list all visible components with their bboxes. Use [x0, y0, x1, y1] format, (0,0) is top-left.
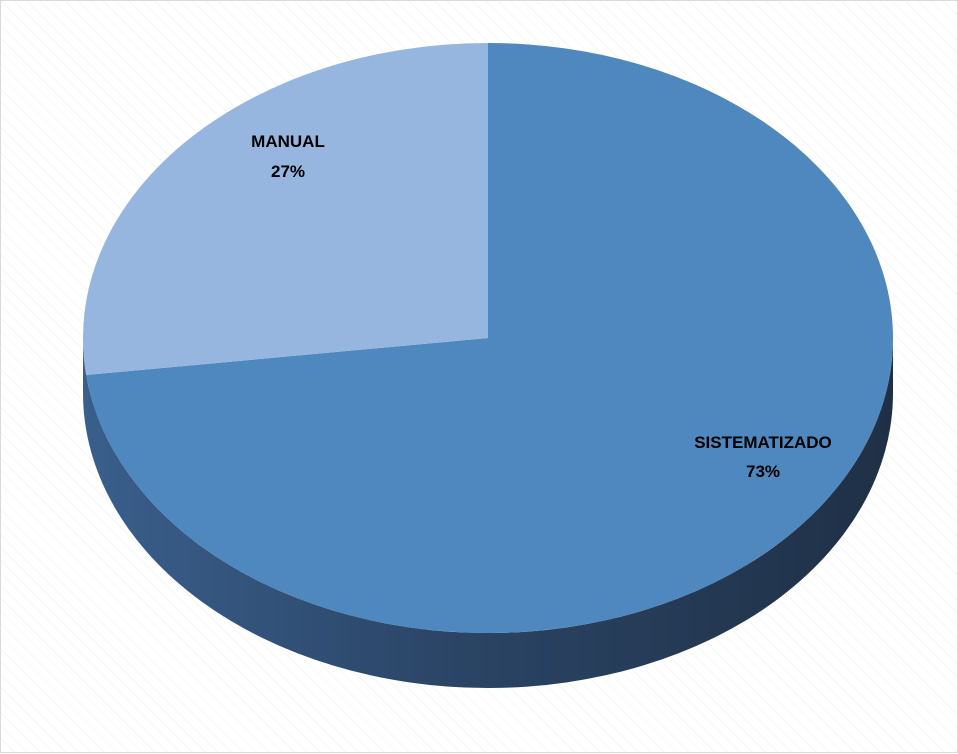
pie-depth [83, 338, 893, 688]
pie-slice-sistematizado [86, 43, 893, 633]
slice-label-manual-percent: 27% [271, 162, 305, 181]
pie-side-wall [83, 338, 893, 688]
slice-label-sistematizado-percent: 73% [746, 462, 780, 481]
slice-label-sistematizado: SISTEMATIZADO 73% [694, 433, 832, 481]
pie-labels: SISTEMATIZADO 73% MANUAL 27% [251, 132, 832, 481]
slice-label-manual: MANUAL 27% [251, 132, 325, 181]
pie-slices [82, 43, 893, 633]
slice-label-sistematizado-name: SISTEMATIZADO [694, 433, 832, 452]
pie-slice-manual [82, 43, 488, 375]
slice-label-manual-name: MANUAL [251, 132, 325, 151]
